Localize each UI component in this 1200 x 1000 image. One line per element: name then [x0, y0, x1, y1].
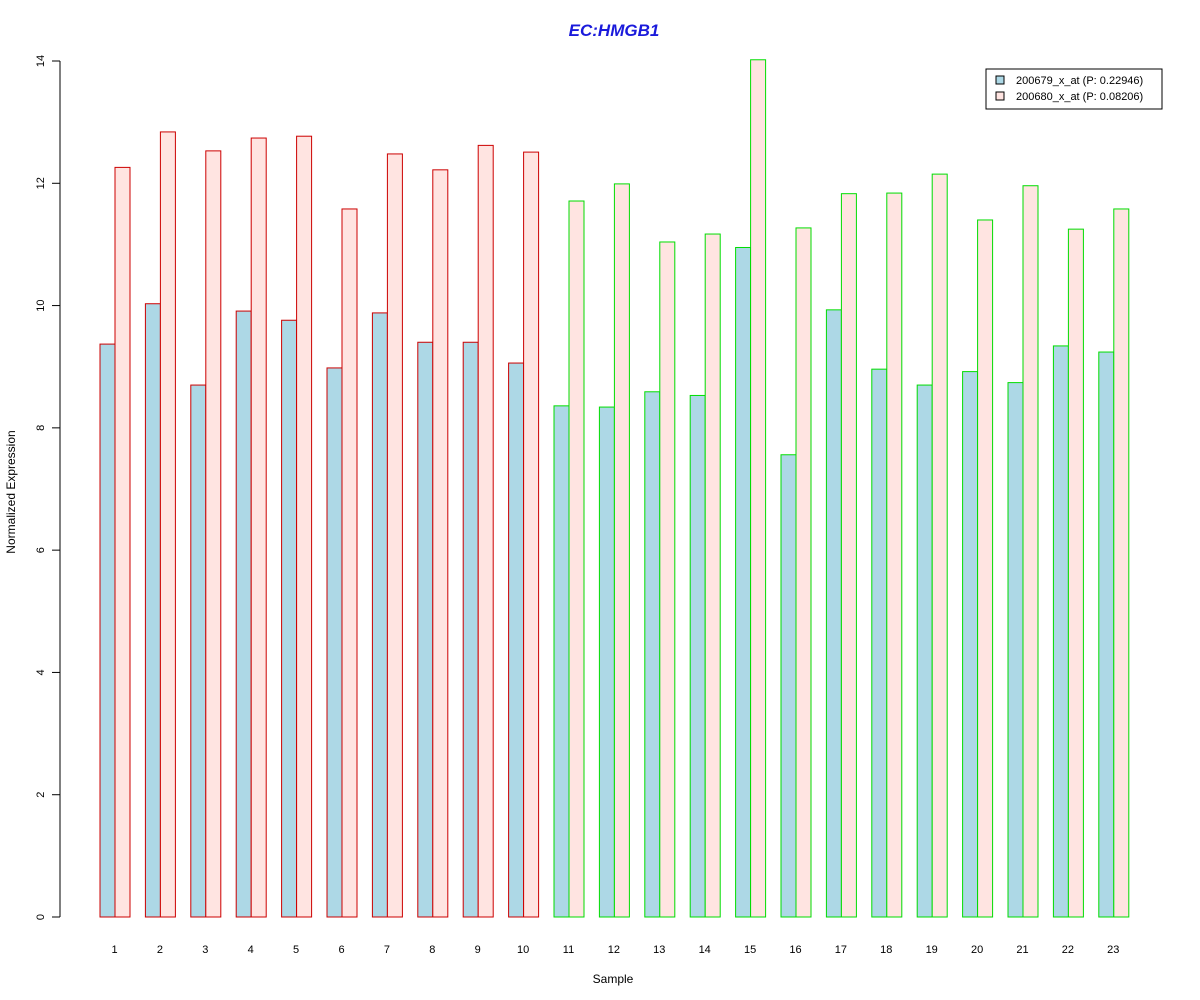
- x-tick-label: 3: [202, 944, 208, 956]
- legend: 200679_x_at (P: 0.22946) 200680_x_at (P:…: [985, 68, 1163, 110]
- y-tick-label: 0: [35, 914, 47, 920]
- x-tick-label: 22: [1062, 944, 1074, 956]
- x-tick-label: 11: [563, 944, 574, 956]
- bar-sample-15-series-1: [735, 246, 752, 918]
- bar-sample-23-series-1: [1098, 351, 1115, 918]
- bar-sample-21-series-1: [1007, 382, 1024, 918]
- y-tick-label: 2: [35, 792, 47, 798]
- y-tick-label: 6: [35, 547, 47, 553]
- bar-sample-17-series-1: [825, 309, 842, 918]
- x-tick-label: 19: [926, 944, 938, 956]
- bar-sample-21-series-2: [1022, 185, 1039, 918]
- legend-label-series-1: 200679_x_at (P: 0.22946): [1016, 75, 1143, 87]
- x-tick-label: 9: [475, 944, 481, 956]
- bar-sample-12-series-2: [613, 183, 630, 918]
- y-tick-label: 4: [35, 669, 47, 675]
- chart-title: EC:HMGB1: [569, 21, 660, 40]
- bar-sample-4-series-1: [235, 310, 252, 918]
- legend-box: [985, 68, 1163, 110]
- x-tick-label: 20: [971, 944, 983, 956]
- bar-sample-14-series-2: [704, 233, 721, 918]
- bar-sample-5-series-1: [281, 319, 298, 918]
- bar-sample-2-series-1: [144, 303, 161, 918]
- x-axis-label: Sample: [593, 972, 634, 986]
- x-tick-label: 15: [744, 944, 756, 956]
- x-tick-label: 1: [111, 944, 117, 956]
- x-tick-label: 10: [517, 944, 529, 956]
- x-tick-label: 16: [789, 944, 801, 956]
- y-axis: 0 2 4 6 8 10 12 14: [35, 55, 61, 920]
- y-tick-label: 8: [35, 425, 47, 431]
- bar-sample-1-series-2: [114, 166, 131, 918]
- bar-sample-18-series-1: [871, 368, 888, 918]
- bar-sample-16-series-1: [780, 454, 797, 918]
- bar-sample-3-series-1: [190, 384, 207, 918]
- bar-sample-9-series-1: [462, 341, 479, 918]
- x-tick-labels: 1 2 3 4 5 6 7 8 9 10 11 12 13 14 15 16 17 18 19 20 21 22 23: [111, 944, 1119, 956]
- bars-group: [99, 59, 1130, 918]
- bar-sample-7-series-2: [386, 153, 403, 918]
- legend-swatch-series-1: [995, 75, 1005, 85]
- bar-sample-22-series-1: [1052, 345, 1069, 918]
- x-tick-label: 17: [835, 944, 847, 956]
- bar-sample-1-series-1: [99, 343, 116, 918]
- y-tick-label: 12: [35, 177, 47, 189]
- bar-sample-14-series-1: [689, 394, 706, 918]
- bar-sample-12-series-1: [598, 406, 615, 918]
- x-tick-label: 18: [880, 944, 892, 956]
- x-tick-label: 23: [1107, 944, 1119, 956]
- bar-sample-2-series-2: [159, 131, 176, 918]
- x-tick-label: 13: [653, 944, 665, 956]
- bar-sample-4-series-2: [250, 137, 267, 918]
- bar-sample-3-series-2: [205, 150, 222, 918]
- bar-sample-16-series-2: [795, 227, 812, 918]
- y-tick-label: 14: [35, 55, 47, 67]
- bar-sample-8-series-1: [417, 341, 434, 918]
- x-tick-label: 12: [608, 944, 620, 956]
- legend-label-series-2: 200680_x_at (P: 0.08206): [1016, 91, 1143, 103]
- legend-swatch-series-2: [995, 91, 1005, 101]
- x-tick-label: 6: [338, 944, 344, 956]
- bar-sample-11-series-2: [568, 200, 585, 918]
- bar-sample-10-series-1: [508, 362, 525, 918]
- bar-sample-10-series-2: [523, 151, 540, 918]
- y-axis-label: Normalized Expression: [4, 430, 18, 553]
- x-tick-label: 21: [1016, 944, 1028, 956]
- bar-sample-19-series-1: [916, 384, 933, 918]
- bar-sample-20-series-2: [977, 219, 994, 918]
- bar-sample-13-series-1: [644, 391, 661, 918]
- bar-sample-9-series-2: [477, 144, 494, 918]
- bar-sample-15-series-2: [750, 59, 767, 918]
- bar-sample-6-series-1: [326, 367, 343, 918]
- bar-sample-17-series-2: [840, 193, 857, 918]
- x-tick-label: 8: [429, 944, 435, 956]
- x-tick-label: 7: [384, 944, 390, 956]
- x-tick-label: 4: [248, 944, 254, 956]
- bar-sample-19-series-2: [931, 173, 948, 918]
- x-tick-label: 5: [293, 944, 299, 956]
- bar-sample-6-series-2: [341, 208, 358, 918]
- bar-sample-20-series-1: [962, 371, 979, 918]
- y-tick-label: 10: [35, 299, 47, 311]
- bar-sample-8-series-2: [432, 169, 449, 918]
- bar-sample-5-series-2: [296, 135, 313, 918]
- bar-sample-11-series-1: [553, 405, 570, 918]
- x-tick-label: 14: [699, 944, 711, 956]
- bar-sample-23-series-2: [1113, 208, 1130, 918]
- bar-sample-7-series-1: [371, 312, 388, 918]
- bar-sample-22-series-2: [1067, 228, 1084, 918]
- bar-sample-13-series-2: [659, 241, 676, 918]
- bar-sample-18-series-2: [886, 192, 903, 918]
- x-tick-label: 2: [157, 944, 163, 956]
